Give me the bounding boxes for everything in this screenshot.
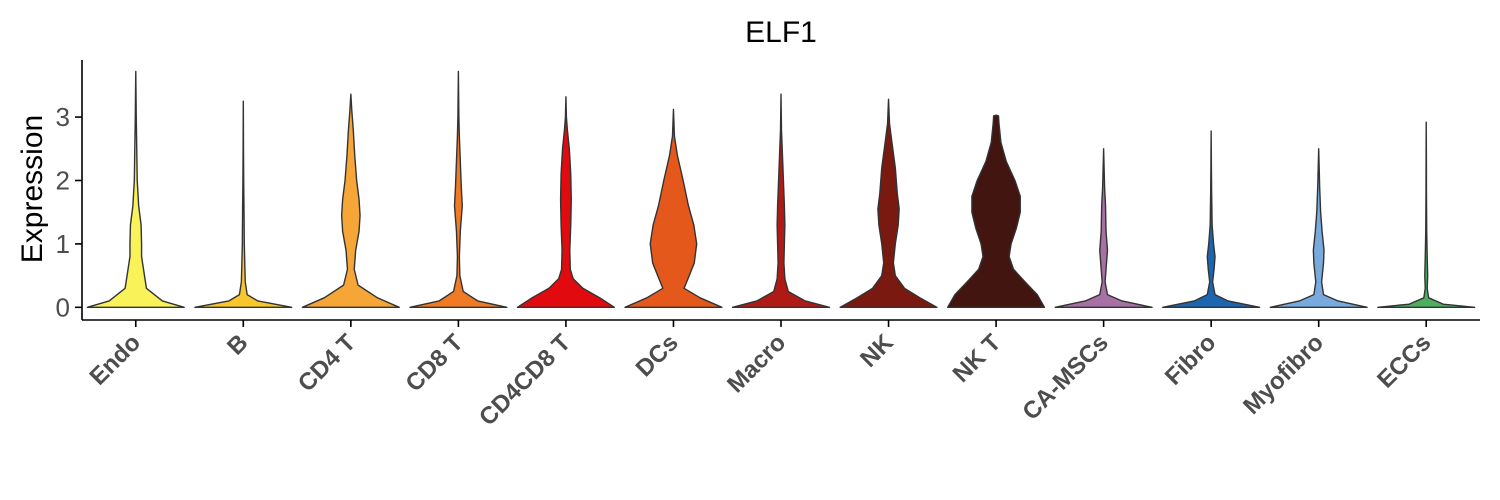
violin-endo [86,70,185,309]
chart-title: ELF1 [745,16,817,49]
x-tick-label: CA-MSCs [1017,329,1113,425]
x-axis: Endo B CD4 T CD8 T CD4CD8 T DCs Macro NK NK T CA-… [82,319,1480,431]
y-tick-label: 2 [56,165,70,195]
violin-cd4cd8-t [516,96,616,309]
y-axis: 0 1 2 3 [56,60,83,322]
violin-cd8-t [409,70,508,309]
y-tick-label: 3 [56,102,70,132]
x-tick-label: ECCs [1372,329,1436,393]
violin-cd4-t [301,93,400,309]
x-tick-label: B [222,329,253,360]
violin-fibro [1162,130,1261,309]
violin-eccs [1377,121,1476,309]
x-tick-label: Myofibro [1238,329,1329,420]
y-tick-label: 0 [56,292,70,322]
y-tick-label: 1 [56,229,70,259]
x-tick-label: CD4CD8 T [474,329,576,431]
violin-myofibro [1269,148,1368,309]
x-tick-label: NK T [948,329,1007,388]
violin-b [194,100,293,309]
x-tick-label: Endo [84,329,146,391]
violin-macro [731,93,831,309]
x-tick-label: CD8 T [401,329,469,397]
violin-dcs [624,108,723,309]
y-axis-label: Expression [16,115,49,263]
violin-ca-mscs [1054,148,1153,309]
x-tick-label: CD4 T [293,329,361,397]
x-tick-label: NK [855,329,899,373]
violin-nk [839,98,938,309]
x-tick-label: DCs [631,329,684,382]
x-tick-label: Fibro [1160,329,1222,391]
violin-nk-t [946,114,1046,309]
x-tick-label: Macro [722,329,791,398]
violin-group [86,70,1476,309]
